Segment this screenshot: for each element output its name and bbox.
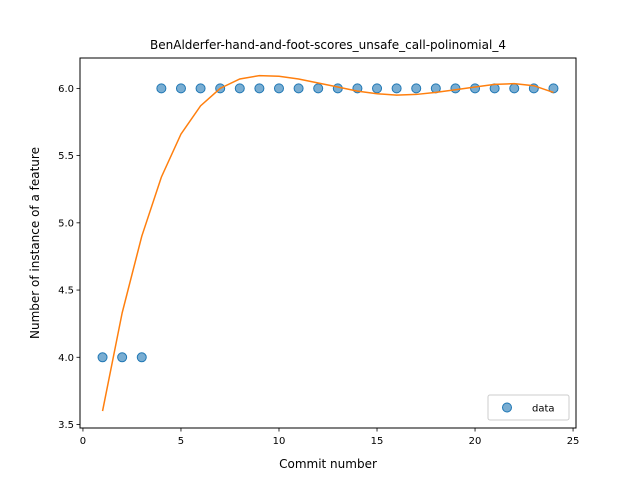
y-tick-label: 4.5	[58, 286, 74, 297]
x-tick-label: 0	[80, 436, 86, 447]
data-point	[293, 83, 304, 94]
legend-marker-data	[502, 402, 512, 413]
data-point	[273, 83, 284, 94]
y-tick-label: 3.5	[58, 420, 74, 431]
data-point	[411, 83, 422, 94]
data-point	[195, 83, 206, 94]
data-point	[117, 352, 128, 363]
chart-title: BenAlderfer-hand-and-foot-scores_unsafe_…	[150, 38, 506, 52]
y-tick-label: 5.0	[58, 218, 74, 229]
x-tick-label: 20	[469, 436, 482, 447]
data-point	[391, 83, 402, 94]
data-point	[548, 83, 559, 94]
data-point	[470, 83, 481, 94]
data-point	[509, 83, 520, 94]
data-point	[450, 83, 461, 94]
x-axis-label: Commit number	[279, 457, 377, 471]
y-tick-label: 6.0	[58, 84, 74, 95]
data-point	[313, 83, 324, 94]
data-point	[136, 352, 147, 363]
x-tick-label: 5	[178, 436, 184, 447]
x-tick-label: 15	[371, 436, 384, 447]
y-tick-label: 5.5	[58, 151, 74, 162]
legend-label-data: data	[532, 404, 555, 415]
polynomial-fit-line	[101, 74, 554, 412]
legend-box	[487, 394, 570, 421]
data-point	[254, 83, 265, 94]
y-axis-label: Number of instance of a feature	[28, 147, 42, 339]
x-tick-label: 10	[273, 436, 286, 447]
data-point	[156, 83, 167, 94]
legend: data	[487, 394, 570, 421]
y-axis: 3.5 4.0 4.5 5.0 5.5 6.0	[58, 84, 80, 431]
y-tick-label: 4.0	[58, 353, 74, 364]
data-point	[234, 83, 245, 94]
data-point	[97, 352, 108, 363]
axes-frame	[79, 57, 577, 429]
x-tick-label: 25	[567, 436, 580, 447]
data-point	[175, 83, 186, 94]
x-axis: 0 5 10 15 20 25	[80, 428, 580, 447]
data-point	[372, 83, 383, 94]
plot-area	[97, 74, 559, 412]
